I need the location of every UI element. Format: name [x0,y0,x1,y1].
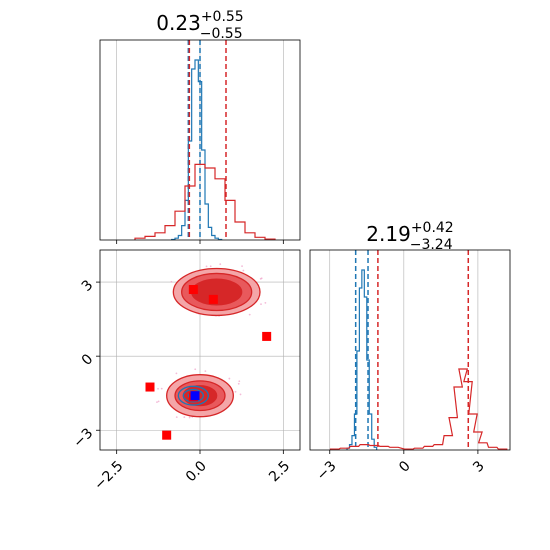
bottom-right-histogram-series [329,250,508,450]
top-left-ticks [116,240,284,244]
bottom-left-sample-dot-58 [157,400,160,403]
bottom-left-sample-dot-55 [204,370,207,373]
bottom-left-blue-marker [190,391,200,401]
bottom-left-sample-dot-19 [242,269,245,272]
bottom-left-sample-dot-11 [264,301,267,304]
top-left-series-0-step-line [171,59,223,241]
bottom-left-red-marker-4 [162,430,172,440]
bottom-right-series-1-step-line [329,368,508,450]
bottom-right-title: 2.19+0.42 −3.24 [366,220,453,253]
bottom-left-markers [145,285,272,440]
bottom-left-sample-dot-53 [188,416,191,419]
top-left-histogram-panel: 0.23+0.55 −0.55 [99,9,301,244]
bottom-left-sample-dot-79 [156,401,158,403]
bottom-left-sample-dot-22 [219,263,222,266]
bottom-left-sample-dot-48 [157,387,159,390]
bottom-left-red-marker-1 [208,294,218,304]
bottom-left-sample-dot-36 [209,265,212,268]
bottom-left-sample-dot-71 [175,372,178,375]
bottom-right-title-upper: +0.42 [411,220,454,236]
bottom-left-sample-dot-5 [205,265,208,268]
bottom-right-series-0-step-line [346,269,378,450]
top-left-series-1-step-line [134,163,276,240]
bottom-left-sample-dot-70 [160,387,163,390]
bottom-left-blue-contour-1 [182,388,204,403]
top-left-title: 0.23+0.55 −0.55 [156,9,243,42]
top-left-title-lower: −0.55 [200,26,243,42]
bottom-left-sample-dot-43 [183,416,186,419]
bottom-left-sample-dot-50 [228,377,231,380]
bottom-left-sample-dot-38 [260,303,262,306]
bottom-left-sample-dot-74 [237,382,240,385]
bottom-right-grid [329,250,479,450]
bottom-left-sample-dot-37 [248,313,251,316]
top-left-title-upper: +0.55 [201,9,244,25]
top-left-title-value: 0.23 [156,11,201,35]
bottom-left-sample-dot-21 [260,277,263,280]
bottom-left-red-marker-3 [145,382,155,392]
bottom-left-blue-contour-0 [177,385,209,406]
bottom-left-sample-dot-16 [241,265,243,268]
bottom-right-title-value: 2.19 [366,222,411,246]
bottom-left-sample-dot-77 [234,390,237,393]
bottom-left-sample-dot-69 [239,393,242,396]
bottom-left-red-marker-2 [262,331,272,341]
bottom-right-axes-frame [309,249,511,451]
bottom-left-sample-dot-44 [194,368,197,371]
bottom-left-red-marker-0 [188,285,198,295]
bottom-left-sample-dot-54 [175,416,178,418]
bottom-left-sample-dot-32 [170,280,173,283]
bottom-right-title-lower: −3.24 [410,237,453,253]
top-left-histogram-series [134,40,276,241]
bottom-left-red-contours [166,267,261,418]
bottom-left-sample-dot-47 [238,380,241,383]
